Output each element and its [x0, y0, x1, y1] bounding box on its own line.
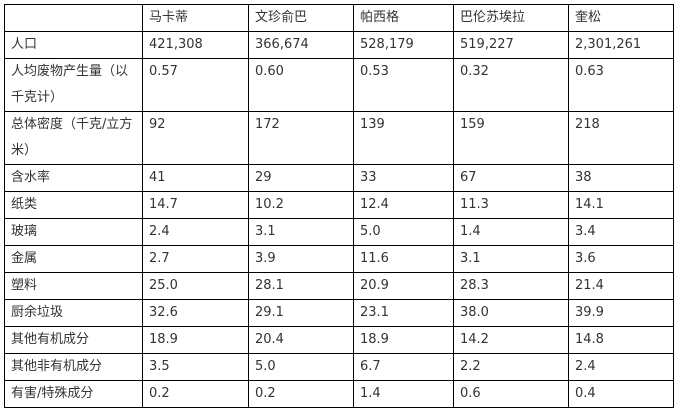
data-cell: 28.1 — [248, 272, 354, 300]
data-cell: 366,674 — [248, 31, 354, 59]
data-cell: 20.4 — [248, 326, 354, 354]
data-cell: 2.2 — [453, 353, 569, 381]
data-cell: 14.8 — [568, 326, 674, 354]
data-cell: 0.53 — [353, 58, 454, 112]
table-row: 金属 2.7 3.9 11.6 3.1 3.6 — [4, 245, 674, 273]
data-cell: 23.1 — [353, 299, 454, 327]
data-cell: 92 — [142, 111, 249, 165]
data-cell: 文珍俞巴 — [248, 4, 354, 32]
table-row: 人均废物产生量（以千克计） 0.57 0.60 0.53 0.32 0.63 — [4, 58, 674, 112]
data-cell: 11.6 — [353, 245, 454, 273]
data-cell: 20.9 — [353, 272, 454, 300]
data-cell: 39.9 — [568, 299, 674, 327]
table-row: 有害/特殊成分 0.2 0.2 1.4 0.6 0.4 — [4, 380, 674, 408]
data-cell: 14.2 — [453, 326, 569, 354]
data-cell: 巴伦苏埃拉 — [453, 4, 569, 32]
data-cell: 3.9 — [248, 245, 354, 273]
table-row: 玻璃 2.4 3.1 5.0 1.4 3.4 — [4, 218, 674, 246]
data-cell: 14.7 — [142, 191, 249, 219]
data-cell: 2.7 — [142, 245, 249, 273]
data-cell: 139 — [353, 111, 454, 165]
row-label-cell: 有害/特殊成分 — [4, 380, 143, 408]
row-label-cell: 厨余垃圾 — [4, 299, 143, 327]
data-cell: 5.0 — [248, 353, 354, 381]
data-cell: 3.6 — [568, 245, 674, 273]
data-cell: 3.1 — [453, 245, 569, 273]
row-label-cell: 其他有机成分 — [4, 326, 143, 354]
table-row: 其他有机成分 18.9 20.4 18.9 14.2 14.8 — [4, 326, 674, 354]
data-cell: 奎松 — [568, 4, 674, 32]
data-cell: 2.4 — [568, 353, 674, 381]
data-cell: 29.1 — [248, 299, 354, 327]
table-row: 厨余垃圾 32.6 29.1 23.1 38.0 39.9 — [4, 299, 674, 327]
table-row: 含水率 41 29 33 67 38 — [4, 164, 674, 192]
table-row: 总体密度（千克/立方米） 92 172 139 159 218 — [4, 111, 674, 165]
data-cell: 172 — [248, 111, 354, 165]
data-cell: 2,301,261 — [568, 31, 674, 59]
data-cell: 12.4 — [353, 191, 454, 219]
data-cell: 32.6 — [142, 299, 249, 327]
data-cell: 10.2 — [248, 191, 354, 219]
data-cell: 28.3 — [453, 272, 569, 300]
data-cell: 21.4 — [568, 272, 674, 300]
data-cell: 2.4 — [142, 218, 249, 246]
table-row: 其他非有机成分 3.5 5.0 6.7 2.2 2.4 — [4, 353, 674, 381]
data-cell: 218 — [568, 111, 674, 165]
data-cell: 0.60 — [248, 58, 354, 112]
data-cell: 519,227 — [453, 31, 569, 59]
row-label-cell: 其他非有机成分 — [4, 353, 143, 381]
data-cell: 14.1 — [568, 191, 674, 219]
data-cell: 528,179 — [353, 31, 454, 59]
row-label-cell — [4, 4, 143, 32]
data-cell: 马卡蒂 — [142, 4, 249, 32]
data-cell: 159 — [453, 111, 569, 165]
row-label-cell: 金属 — [4, 245, 143, 273]
data-cell: 38 — [568, 164, 674, 192]
data-cell: 5.0 — [353, 218, 454, 246]
data-cell: 67 — [453, 164, 569, 192]
row-label-cell: 玻璃 — [4, 218, 143, 246]
data-cell: 0.4 — [568, 380, 674, 408]
row-label-cell: 人均废物产生量（以千克计） — [4, 58, 143, 112]
data-cell: 1.4 — [453, 218, 569, 246]
row-label-cell: 含水率 — [4, 164, 143, 192]
table-row: 人口 421,308 366,674 528,179 519,227 2,301,261 — [4, 31, 674, 59]
table-row: 纸类 14.7 10.2 12.4 11.3 14.1 — [4, 191, 674, 219]
row-label-cell: 塑料 — [4, 272, 143, 300]
data-cell: 1.4 — [353, 380, 454, 408]
header-row: 马卡蒂 文珍俞巴 帕西格 巴伦苏埃拉 奎松 — [4, 4, 674, 32]
data-cell: 18.9 — [142, 326, 249, 354]
data-cell: 421,308 — [142, 31, 249, 59]
data-cell: 0.32 — [453, 58, 569, 112]
data-cell: 41 — [142, 164, 249, 192]
data-cell: 6.7 — [353, 353, 454, 381]
data-cell: 29 — [248, 164, 354, 192]
row-label-cell: 人口 — [4, 31, 143, 59]
row-label-cell: 总体密度（千克/立方米） — [4, 111, 143, 165]
data-cell: 0.2 — [142, 380, 249, 408]
data-cell: 33 — [353, 164, 454, 192]
data-cell: 0.57 — [142, 58, 249, 112]
data-cell: 0.63 — [568, 58, 674, 112]
data-cell: 0.6 — [453, 380, 569, 408]
row-label-cell: 纸类 — [4, 191, 143, 219]
data-cell: 3.4 — [568, 218, 674, 246]
data-cell: 18.9 — [353, 326, 454, 354]
data-cell: 0.2 — [248, 380, 354, 408]
data-cell: 11.3 — [453, 191, 569, 219]
data-cell: 3.5 — [142, 353, 249, 381]
data-cell: 25.0 — [142, 272, 249, 300]
table-row: 塑料 25.0 28.1 20.9 28.3 21.4 — [4, 272, 674, 300]
waste-data-table: 马卡蒂 文珍俞巴 帕西格 巴伦苏埃拉 奎松 人口 421,308 366,674 528,179… — [4, 4, 674, 408]
data-cell: 38.0 — [453, 299, 569, 327]
data-cell: 帕西格 — [353, 4, 454, 32]
data-cell: 3.1 — [248, 218, 354, 246]
